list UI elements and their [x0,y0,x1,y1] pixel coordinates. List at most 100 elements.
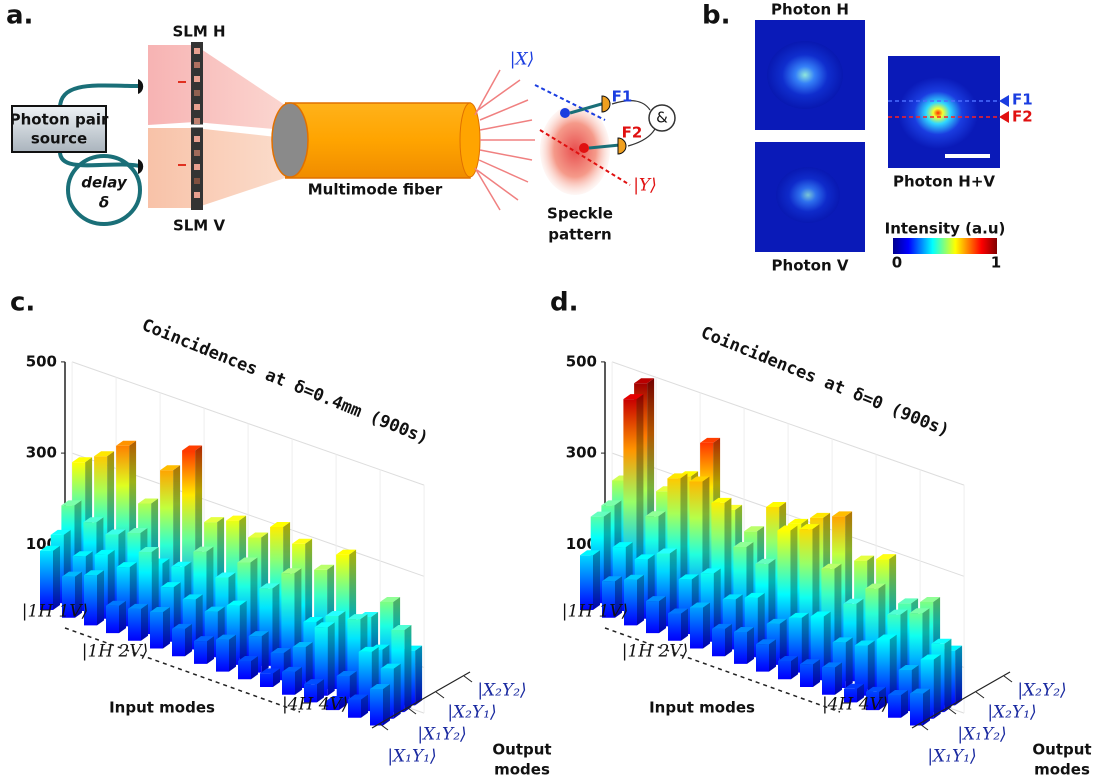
bar [844,688,857,703]
speckle-glow [767,41,843,109]
bar [260,673,273,687]
speckle-rays [474,69,535,211]
bar-side [339,695,346,711]
bar-top [756,639,776,645]
detector [617,137,627,155]
fiber-cable [569,101,606,115]
z-tick [407,707,417,715]
detector-x [560,108,570,118]
bar-top [105,529,126,535]
bar-side [857,683,864,703]
bar [668,613,681,641]
bar [854,645,868,696]
bar-side [933,654,941,719]
bar-top [292,641,313,647]
charts: c.Coincidences at δ=0.4mm (900s)01003005… [10,288,1092,779]
bar-side [317,679,324,703]
bar-top [204,606,225,612]
bar-side [119,600,126,634]
bar-side [393,663,401,719]
bar-top [237,557,258,563]
bar-top [348,694,368,700]
bar-side [769,639,776,672]
bar [866,691,879,711]
bar-top [624,574,644,580]
bar-side [305,641,313,688]
and-gate [648,104,676,132]
bar-top [50,529,71,535]
bar [712,628,725,657]
detector-y [579,143,589,153]
colorbar-title: Intensity (a.u) [885,220,1006,238]
panel-label: c. [10,288,35,318]
bar-top [689,476,710,482]
bar-side [867,640,875,696]
delay-label: delay [81,174,128,192]
bar-top [601,500,622,506]
bar-side [141,603,148,641]
bar-top [248,631,269,637]
bar [624,579,637,626]
bar-side [338,611,346,689]
bar-top [744,592,765,598]
bar-top [898,665,919,671]
z-tick [975,691,985,699]
x-axis-label: Input modes [649,699,755,717]
fiber-cable [58,83,141,109]
bar-side [593,550,600,610]
bar-top [590,511,611,517]
z-tick-label: |X₂Y₁⟩ [447,703,496,723]
bar-top [920,596,941,602]
bar-side [185,623,192,657]
bar [304,684,317,703]
z-axis-label: modes [1034,761,1090,779]
bar-top [304,679,324,685]
z-axis [911,671,1011,729]
bar-side [845,637,853,688]
z-tick [435,691,445,699]
bar-top [722,594,743,600]
y-tick-label: 300 [26,444,57,462]
bar-side [669,548,677,627]
speckle-label: Speckle [547,205,613,223]
bar [910,693,923,726]
fiber-body [285,102,471,179]
bar-top [204,517,225,523]
bar-top [182,594,203,600]
bar-top [866,686,886,692]
bar-top [744,526,765,532]
slm-v-label: SLM V [173,217,226,235]
bar-side [327,622,335,696]
image-label: Photon V [772,257,849,275]
bar-top [138,498,159,504]
bar [238,661,251,680]
bar-top [358,646,379,652]
bar-top [215,572,236,578]
bar-side [659,596,666,634]
bar [128,608,141,641]
bar-top [712,623,732,629]
x-tick-label: |4H 4V⟩ [282,695,349,715]
bar-top [83,517,104,523]
source-box [11,105,107,153]
bar-top [678,574,699,580]
bar-top [370,684,390,690]
bar-top [182,445,203,451]
bar-side [681,608,688,641]
bar-side [636,394,644,605]
bar-top [844,683,864,689]
bar-top [832,511,853,517]
colorbar [893,238,997,254]
bar-top [347,614,368,620]
x-tick-label: |4H 4V⟩ [822,695,889,715]
bar-side [163,607,170,649]
bar-top [876,634,897,640]
bar-top [734,626,754,632]
bar-top [94,549,115,555]
image-label: Photon H [771,1,849,19]
bar [172,628,185,657]
line-y [539,129,631,186]
bar-top [656,548,677,554]
bar-top [700,568,721,574]
